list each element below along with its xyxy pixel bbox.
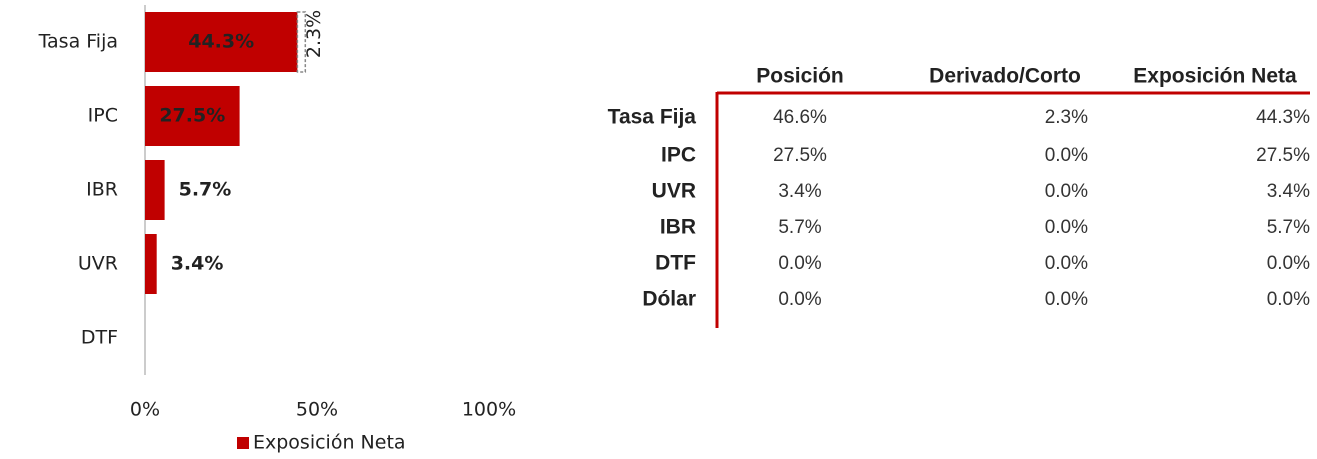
table-cell: 3.4%: [1267, 181, 1310, 202]
value-label: 44.3%: [188, 31, 254, 53]
table-cell: 2.3%: [1045, 107, 1088, 128]
annotation-segment: [296, 11, 307, 73]
legend-label: Exposición Neta: [253, 432, 406, 454]
row-label: DTF: [655, 252, 696, 275]
y-tick-label: IBR: [86, 179, 118, 201]
row-label: IBR: [660, 216, 696, 239]
y-tick-label: DTF: [81, 327, 118, 349]
table-cell: 27.5%: [1256, 145, 1310, 166]
table-header: Exposición Neta: [1133, 65, 1297, 88]
table-cell: 0.0%: [1045, 217, 1088, 238]
table-cell: 0.0%: [1045, 145, 1088, 166]
table-cell: 0.0%: [778, 289, 821, 310]
table-cell: 0.0%: [1267, 253, 1310, 274]
value-label: 27.5%: [159, 105, 225, 127]
table-cell: 5.7%: [778, 217, 821, 238]
y-tick-label: IPC: [88, 105, 118, 127]
table-cell: 0.0%: [778, 253, 821, 274]
row-label: IPC: [661, 144, 696, 167]
value-label: 3.4%: [171, 253, 224, 275]
table-cell: 5.7%: [1267, 217, 1310, 238]
bar: [145, 234, 157, 294]
x-tick-label: 100%: [462, 399, 516, 421]
legend-swatch: [237, 437, 249, 449]
value-label: 5.7%: [179, 179, 232, 201]
table-cell: 0.0%: [1267, 289, 1310, 310]
table-cell: 46.6%: [773, 107, 827, 128]
table-cell: 0.0%: [1045, 181, 1088, 202]
y-tick-label: UVR: [78, 253, 118, 275]
row-label: Dólar: [642, 288, 696, 311]
x-tick-label: 50%: [296, 399, 338, 421]
table-cell: 3.4%: [778, 181, 821, 202]
bar: [145, 86, 240, 146]
annotation-label: 2.3%: [303, 10, 325, 58]
table-cell: 0.0%: [1045, 253, 1088, 274]
table-cell: 44.3%: [1256, 107, 1310, 128]
row-label: Tasa Fija: [608, 106, 697, 129]
y-tick-label: Tasa Fija: [38, 31, 118, 53]
x-tick-label: 0%: [130, 399, 160, 421]
bar: [145, 160, 165, 220]
row-label: UVR: [652, 180, 696, 203]
table-header: Derivado/Corto: [929, 65, 1081, 88]
table-header: Posición: [756, 65, 844, 88]
table-cell: 0.0%: [1045, 289, 1088, 310]
table-cell: 27.5%: [773, 145, 827, 166]
bar: [145, 12, 298, 72]
